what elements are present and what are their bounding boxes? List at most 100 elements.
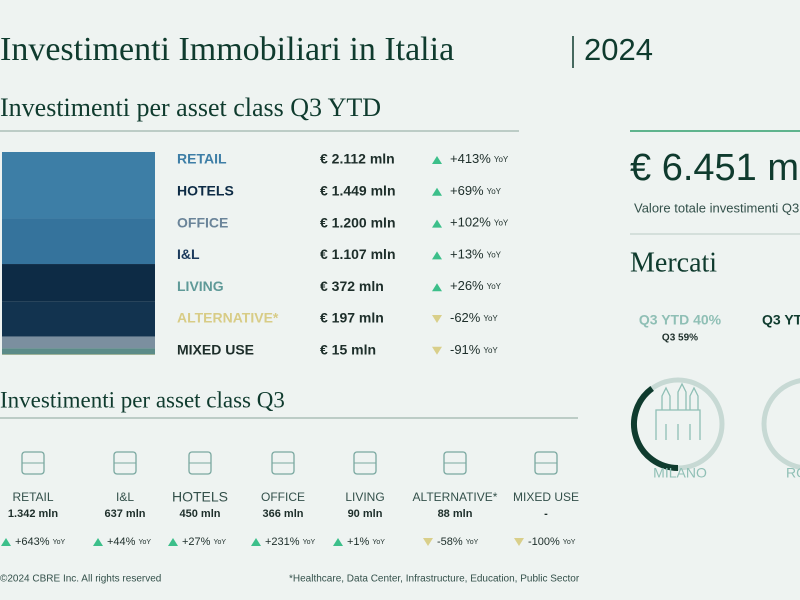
yoy-suffix: YoY — [213, 539, 226, 546]
yoy-change: -91% YoY — [450, 342, 498, 357]
stack-segment — [2, 264, 155, 302]
q3-asset-name: MIXED USE — [513, 490, 579, 504]
footnote: *Healthcare, Data Center, Infrastructure… — [289, 574, 580, 585]
market-ytd: Q3 YTD — [762, 312, 800, 328]
market-q3: Q3 59% — [662, 333, 698, 344]
yoy-suffix: YoY — [138, 539, 151, 546]
asset-value: € 372 mln — [320, 278, 384, 294]
q3-asset-name: RETAIL — [12, 490, 53, 504]
yoy-suffix: YoY — [487, 282, 502, 291]
q3-asset-name: ALTERNATIVE* — [413, 490, 498, 504]
q3-yoy: +44% YoY — [107, 536, 151, 548]
market-ytd: Q3 YTD 40% — [639, 312, 722, 328]
trend-arrow — [333, 538, 343, 546]
yoy-value: -100% — [528, 536, 560, 548]
yoy-change: +26% YoY — [450, 279, 502, 294]
q3-asset-value: 90 mln — [348, 508, 383, 520]
city-name: MILANO — [653, 465, 707, 481]
yoy-value: +1% — [347, 536, 370, 548]
q3-yoy: +643% YoY — [15, 536, 65, 548]
stack-segment — [2, 152, 155, 219]
total-value: € 6.451 mln — [630, 147, 800, 189]
asset-value: € 2.112 mln — [320, 151, 395, 167]
asset-name: LIVING — [177, 278, 224, 294]
q3-asset-value: 366 mln — [263, 508, 304, 520]
yoy-suffix: YoY — [53, 539, 66, 546]
trend-arrow — [432, 156, 442, 164]
q3-yoy: -100% YoY — [528, 536, 576, 548]
copyright: ©2024 CBRE Inc. All rights reserved — [0, 574, 161, 585]
q3-asset-name: I&L — [116, 490, 134, 504]
yoy-value: +44% — [107, 536, 136, 548]
q3-asset-name: OFFICE — [261, 490, 305, 504]
trend-arrow — [432, 315, 442, 323]
asset-value: € 1.107 mln — [320, 246, 396, 262]
yoy-change: -62% YoY — [450, 310, 498, 325]
trend-arrow — [93, 538, 103, 546]
yoy-suffix: YoY — [483, 314, 498, 323]
yoy-value: -58% — [437, 536, 463, 548]
yoy-value: +26% — [450, 279, 484, 294]
yoy-suffix: YoY — [303, 539, 316, 546]
asset-value: € 197 mln — [320, 310, 384, 326]
gauge-arc — [631, 385, 679, 471]
trend-arrow — [168, 538, 178, 546]
asset-name: OFFICE — [177, 214, 228, 230]
q3-asset-value: 450 mln — [180, 508, 221, 520]
yoy-suffix: YoY — [487, 187, 502, 196]
yoy-change: +413% YoY — [450, 151, 509, 166]
stack-segment — [2, 218, 155, 265]
yoy-change: +102% YoY — [450, 215, 509, 230]
trend-arrow — [432, 219, 442, 228]
yoy-suffix: YoY — [466, 539, 479, 546]
q3-yoy: +27% YoY — [182, 536, 226, 548]
asset-value: € 15 mln — [320, 342, 376, 358]
title: Investimenti Immobiliari in Italia — [0, 31, 454, 68]
q3-yoy: +231% YoY — [265, 536, 315, 548]
duomo-icon — [655, 382, 701, 440]
q3-asset-value: 1.342 mln — [8, 508, 58, 520]
yoy-suffix: YoY — [372, 539, 385, 546]
asset-value: € 1.449 mln — [320, 183, 396, 199]
section-title: Investimenti per asset class Q3 — [0, 387, 285, 412]
markets-title: Mercati — [630, 247, 717, 278]
q3-yoy: +1% YoY — [347, 536, 385, 548]
yoy-value: +643% — [15, 536, 50, 548]
trend-arrow — [432, 187, 442, 196]
yoy-value: +69% — [450, 183, 484, 198]
stack-segment — [2, 348, 155, 355]
trend-arrow — [432, 283, 442, 292]
trend-arrow — [432, 346, 442, 355]
trend-arrow — [514, 538, 524, 546]
gauge-track — [761, 378, 800, 470]
year: 2024 — [584, 32, 653, 67]
asset-name: HOTELS — [177, 183, 234, 199]
yoy-value: +13% — [450, 247, 484, 262]
stack-segment — [2, 336, 155, 349]
q3-asset-value: 88 mln — [438, 508, 473, 520]
yoy-change: +69% YoY — [450, 183, 502, 198]
yoy-suffix: YoY — [487, 251, 502, 260]
q3-yoy: -58% YoY — [437, 536, 479, 548]
section-title: Investimenti per asset class Q3 YTD — [0, 93, 381, 122]
asset-name: I&L — [177, 246, 200, 262]
q3-asset-name: HOTELS — [172, 489, 228, 505]
yoy-value: +231% — [265, 536, 300, 548]
q3-asset-name: LIVING — [345, 490, 384, 504]
yoy-suffix: YoY — [483, 346, 498, 355]
asset-name: ALTERNATIVE* — [177, 310, 279, 326]
yoy-value: +27% — [182, 536, 211, 548]
yoy-change: +13% YoY — [450, 247, 502, 262]
stack-segment — [2, 301, 155, 337]
asset-name: RETAIL — [177, 151, 227, 167]
yoy-value: -91% — [450, 342, 481, 357]
trend-arrow — [432, 251, 442, 260]
yoy-suffix: YoY — [563, 539, 576, 546]
yoy-suffix: YoY — [494, 155, 509, 164]
yoy-value: +102% — [450, 215, 491, 230]
asset-value: € 1.200 mln — [320, 214, 396, 230]
trend-arrow — [1, 538, 11, 546]
q3-asset-value: - — [544, 508, 548, 520]
trend-arrow — [251, 538, 261, 546]
